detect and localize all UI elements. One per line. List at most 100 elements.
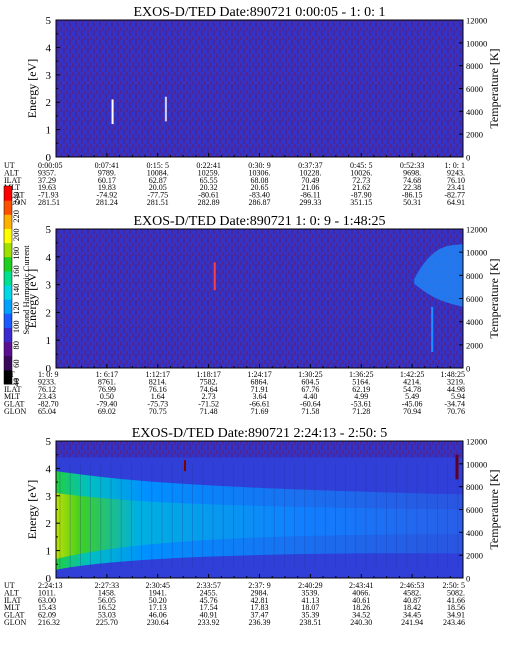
table-cell: 37.29 xyxy=(38,176,56,185)
table-cell: 10259. xyxy=(198,168,220,177)
table-cell: 0:00:05 xyxy=(38,161,62,170)
table-cell: 76.16 xyxy=(149,385,167,394)
table-cell: 2:33:57 xyxy=(196,581,220,590)
table-cell: 54.78 xyxy=(403,385,421,394)
ephemeris-table: UT 2:24:13 2:27:33 2:30:45 2:33:57 2:37: 9 2:4… xyxy=(4,581,465,627)
table-cell: 44.98 xyxy=(447,385,465,394)
y2-tick-label: 4000 xyxy=(466,107,483,117)
table-cell: -82.77 xyxy=(444,191,465,200)
table-cell: -53.61 xyxy=(351,400,372,409)
table-cell: 281.24 xyxy=(96,198,118,207)
y2-axis-label: Temperature [K] xyxy=(487,48,501,128)
table-row-label: MLT xyxy=(4,392,20,401)
table-cell: 10084. xyxy=(147,168,169,177)
table-cell: 70.75 xyxy=(149,407,167,416)
table-cell: 4582. xyxy=(403,588,421,597)
ephemeris-table: UT 0:00:05 0:07:41 0:15: 5 0:22:41 0:30: 9 0:3… xyxy=(4,161,465,207)
table-cell: 10026. xyxy=(350,168,372,177)
y2-tick-label: 0 xyxy=(466,574,470,584)
table-cell: 1:24:17 xyxy=(247,370,271,379)
table-cell: 18.56 xyxy=(447,603,465,612)
table-cell: 3539. xyxy=(301,588,319,597)
table-cell: 1:36:25 xyxy=(349,370,373,379)
table-cell: 0:15: 5 xyxy=(147,161,169,170)
table-cell: 2984. xyxy=(251,588,269,597)
table-cell: 1:30:25 xyxy=(298,370,322,379)
table-cell: 2:24:13 xyxy=(38,581,62,590)
table-cell: 34.91 xyxy=(447,611,465,620)
table-cell: 62.87 xyxy=(149,176,167,185)
table-cell: 74.64 xyxy=(200,385,218,394)
table-row-label: GLON xyxy=(4,407,26,416)
table-cell: 46.06 xyxy=(149,611,167,620)
table-cell: 17.54 xyxy=(200,603,218,612)
y-tick-label: 4 xyxy=(46,252,52,264)
table-cell: 1: 0: 1 xyxy=(445,161,465,170)
table-cell: 50.20 xyxy=(149,596,167,605)
table-cell: 9357. xyxy=(38,168,56,177)
table-cell: 8214. xyxy=(149,377,167,386)
table-cell: 15.43 xyxy=(38,603,56,612)
table-cell: 4.99 xyxy=(354,392,368,401)
y-tick-label: 2 xyxy=(46,97,52,109)
table-cell: 351.15 xyxy=(350,198,372,207)
table-cell: 5.49 xyxy=(405,392,419,401)
colorbar-tick-label: 120 xyxy=(11,302,21,315)
y-tick-label: 5 xyxy=(46,15,52,27)
table-cell: -87.90 xyxy=(351,191,372,200)
colorbar-segment xyxy=(4,341,12,357)
table-cell: 60.17 xyxy=(98,176,116,185)
y2-tick-label: 12000 xyxy=(466,437,487,447)
table-cell: 53.03 xyxy=(98,611,116,620)
table-cell: 4066. xyxy=(352,588,370,597)
table-cell: 5.94 xyxy=(451,392,465,401)
y-tick-label: 5 xyxy=(46,224,52,236)
table-cell: 1458. xyxy=(98,588,116,597)
table-cell: 71.28 xyxy=(352,407,370,416)
table-cell: -34.74 xyxy=(444,400,465,409)
y-tick-label: 2 xyxy=(46,307,52,319)
table-cell: 1.64 xyxy=(151,392,165,401)
table-cell: 2:30:45 xyxy=(146,581,170,590)
colorbar-segment xyxy=(4,186,12,201)
colorbar-segment xyxy=(4,327,12,343)
table-cell: 299.33 xyxy=(299,198,321,207)
table-cell: 0:52:33 xyxy=(400,161,424,170)
table-cell: 18.42 xyxy=(403,603,421,612)
colorbar-segment xyxy=(4,313,12,328)
table-cell: -82.70 xyxy=(38,400,59,409)
table-cell: 1:48:25 xyxy=(441,370,465,379)
y2-tick-label: 8000 xyxy=(466,61,483,71)
table-cell: 0:22:41 xyxy=(196,161,220,170)
table-cell: 1: 0: 9 xyxy=(38,370,58,379)
y-tick-label: 0 xyxy=(46,573,52,585)
table-cell: 63.00 xyxy=(38,596,56,605)
table-row-label: UT xyxy=(4,161,15,170)
table-cell: 18.26 xyxy=(352,603,370,612)
table-cell: 8761. xyxy=(98,377,116,386)
table-cell: 286.87 xyxy=(249,198,271,207)
table-row-label: ILAT xyxy=(4,176,21,185)
y-axis-label: Energy [eV] xyxy=(25,59,39,118)
table-cell: -77.75 xyxy=(147,191,168,200)
table-cell: -79.40 xyxy=(97,400,118,409)
table-cell: 4214. xyxy=(403,377,421,386)
table-cell: -71.52 xyxy=(198,400,219,409)
table-cell: 23.43 xyxy=(38,392,56,401)
table-cell: 62.09 xyxy=(38,611,56,620)
colorbar-tick-label: 200 xyxy=(11,228,21,241)
y2-tick-label: 2000 xyxy=(466,551,483,561)
table-cell: 71.91 xyxy=(251,385,269,394)
y2-axis-label: Temperature [K] xyxy=(487,469,501,549)
colorbar-label: Second Harmonic Current xyxy=(21,245,31,335)
panel-3: EXOS-D/TED Date:890721 2:24:13 - 2:50: 5… xyxy=(4,426,501,627)
table-cell: 5164. xyxy=(352,377,370,386)
table-cell: 42.81 xyxy=(251,596,269,605)
table-cell: 2:27:33 xyxy=(95,581,119,590)
table-cell: 282.89 xyxy=(198,198,220,207)
table-cell: 23.41 xyxy=(447,183,465,192)
table-cell: 10306. xyxy=(249,168,271,177)
table-cell: 40.91 xyxy=(200,611,218,620)
y2-tick-label: 8000 xyxy=(466,482,483,492)
table-cell: 0:07:41 xyxy=(95,161,119,170)
